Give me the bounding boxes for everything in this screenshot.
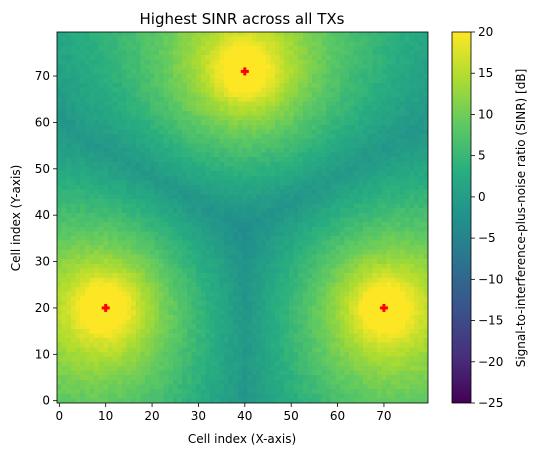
x-tick-label: 40: [237, 409, 252, 423]
x-axis-ticks: 0 10 20 30 40 50 60 70: [55, 403, 392, 423]
y-axis-ticks: 0 10 20 30 40 50 60 70: [35, 69, 57, 408]
colorbar-tick-label: 15: [478, 66, 493, 80]
colorbar-tick-label: −10: [478, 272, 503, 286]
colorbar-tick-label: −20: [478, 355, 503, 369]
colorbar-tick-label: −15: [478, 314, 503, 328]
transmitter-marker: [379, 303, 388, 312]
x-tick-label: 0: [55, 409, 63, 423]
transmitter-marker: [101, 303, 110, 312]
x-axis-label: Cell index (X-axis): [188, 432, 296, 446]
x-tick-label: 30: [191, 409, 206, 423]
y-axis-label: Cell index (Y-axis): [9, 165, 23, 272]
y-tick-label: 40: [35, 208, 50, 222]
x-tick-label: 20: [144, 409, 159, 423]
y-tick-label: 60: [35, 115, 50, 129]
transmitter-markers: [101, 67, 388, 312]
y-tick-label: 0: [42, 394, 50, 408]
colorbar: [451, 31, 472, 404]
y-tick-label: 30: [35, 255, 50, 269]
x-tick-label: 60: [330, 409, 345, 423]
colorbar-tick-label: −25: [478, 396, 503, 410]
colorbar-label: Signal-to-interference-plus-noise ratio …: [514, 69, 528, 368]
x-tick-label: 10: [98, 409, 113, 423]
x-tick-label: 70: [376, 409, 391, 423]
colorbar-tick-label: 10: [478, 107, 493, 121]
heatmap-image: [57, 32, 428, 403]
x-tick-label: 50: [284, 409, 299, 423]
colorbar-tick-label: 0: [478, 190, 486, 204]
colorbar-tick-label: −5: [478, 231, 496, 245]
y-tick-label: 20: [35, 301, 50, 315]
colorbar-ticks: 20 15 10 5 0 −5 −10 −15 −20 −25: [471, 25, 503, 410]
y-tick-label: 70: [35, 69, 50, 83]
colorbar-tick-label: 20: [478, 25, 493, 39]
colorbar-tick-label: 5: [478, 149, 486, 163]
transmitter-marker: [240, 67, 249, 76]
y-tick-label: 50: [35, 162, 50, 176]
y-tick-label: 10: [35, 347, 50, 361]
plot-frame: [56, 31, 429, 404]
chart-title: Highest SINR across all TXs: [140, 10, 345, 28]
